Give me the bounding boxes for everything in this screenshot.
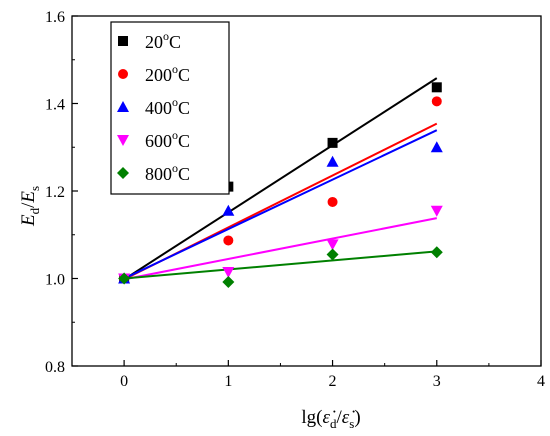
y-tick-label: 0.8 [45,359,65,376]
y-label-den-sub: s [27,186,42,191]
x-label-text: lg(ε̇d/ε̇s) [301,407,360,431]
legend-marker-200 [118,69,128,79]
data-point-200 [327,196,338,207]
fit-line-600 [123,217,437,281]
legend-marker-400 [117,101,129,112]
legend-marker-20 [118,36,128,46]
data-point-800 [222,276,235,288]
data-points [118,82,443,288]
y-tick-label: 1.6 [45,9,65,26]
data-point-200 [223,235,234,246]
x-tick-label: 2 [329,373,337,390]
legend-label-20: 20oC [145,29,181,52]
data-point-800 [430,246,443,259]
x-label-prefix: lg( [301,407,322,428]
x-label-slash: / [336,407,342,428]
x-label-suffix: ) [354,407,360,428]
legend-label-600: 600oC [145,128,190,151]
x-label-sub1: d [330,416,337,431]
y-label-num: E [18,214,39,227]
legend: 20oC 200oC 400oC 600oC 800oC [110,21,230,195]
tick-labels: 0 1 2 3 4 0.8 1.0 1.2 1.4 1.6 [45,9,545,390]
fit-lines [123,77,438,281]
legend-box [110,21,230,195]
data-point-800 [326,248,339,261]
legend-label-400: 400oC [145,95,190,118]
data-point-20 [327,137,338,148]
y-tick-label: 1.2 [45,184,65,201]
legend-marker-600 [117,135,129,146]
legend-label-800: 800oC [145,161,190,184]
x-tick-label: 3 [433,373,441,390]
y-axis-label: Ed/Es [18,186,42,227]
data-point-20 [431,82,442,93]
x-tick-label: 0 [120,373,128,390]
data-point-600 [222,266,235,278]
data-point-800 [118,272,131,285]
x-tick-label: 4 [537,373,545,390]
x-label-sub2: s [349,416,354,431]
fit-line-800 [124,250,437,280]
y-label-num-sub: d [27,207,42,214]
y-label-den: E [18,191,39,204]
y-label-slash: / [18,202,39,208]
data-point-200 [431,96,442,107]
y-tick-label: 1.0 [45,272,65,289]
legend-marker-800 [117,167,129,179]
data-point-600 [326,239,339,251]
data-point-400 [222,204,235,216]
data-point-400 [326,155,339,167]
legend-label-200: 200oC [145,62,190,85]
axes [71,15,542,367]
x-tick-label: 1 [224,373,232,390]
fit-line-20 [123,77,438,281]
data-point-400 [430,141,443,153]
data-point-600 [430,205,443,217]
x-axis-label: lg(ε̇d/ε̇s) [301,407,360,431]
y-tick-label: 1.4 [45,97,65,114]
fit-line-400 [123,129,438,280]
